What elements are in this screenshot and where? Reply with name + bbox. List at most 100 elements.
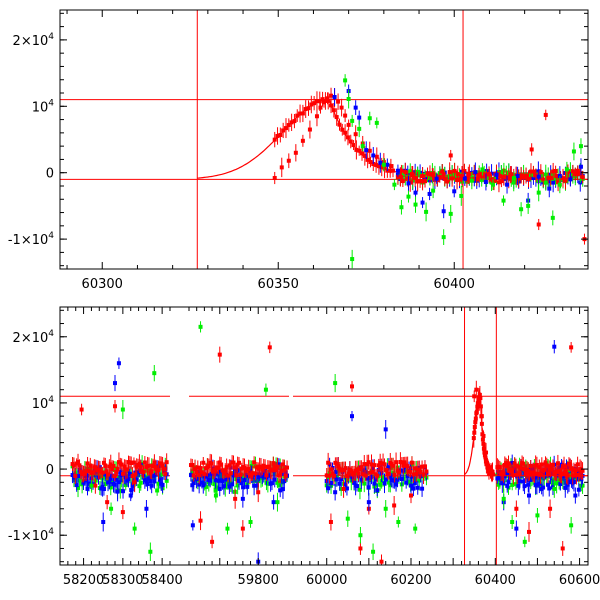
data-point [278, 471, 283, 476]
data-point [561, 176, 566, 181]
data-point [506, 176, 511, 181]
data-point [104, 469, 109, 474]
data-point [495, 476, 500, 481]
data-point [480, 167, 485, 172]
data-point [420, 174, 425, 179]
data-point [368, 160, 373, 165]
data-point [285, 465, 290, 470]
data-point [459, 193, 464, 198]
data-point [395, 168, 400, 173]
data-point [365, 157, 370, 162]
data-point [415, 485, 420, 490]
data-point [513, 463, 518, 468]
data-point [580, 468, 585, 473]
data-point [571, 149, 576, 154]
data-point [151, 464, 156, 469]
data-point [474, 177, 479, 182]
data-point [510, 520, 515, 524]
data-point [240, 526, 245, 531]
data-point [473, 170, 478, 175]
data-point [527, 529, 531, 534]
data-point [326, 460, 331, 465]
data-point [563, 485, 568, 490]
data-point [333, 469, 338, 474]
data-point [332, 94, 337, 99]
data-point [93, 465, 98, 470]
data-point [164, 460, 169, 465]
data-point [551, 180, 556, 185]
data-point [505, 483, 510, 488]
data-point [81, 480, 86, 485]
data-point [357, 148, 362, 153]
data-point [334, 115, 339, 120]
data-point [358, 546, 363, 551]
data-point [471, 436, 476, 441]
data-point [289, 120, 294, 125]
data-point [261, 471, 266, 476]
data-point [505, 182, 510, 187]
data-point [573, 468, 578, 473]
data-point [101, 460, 106, 465]
data-point [501, 496, 506, 501]
data-point [118, 470, 123, 475]
data-point [85, 473, 90, 478]
data-point [492, 179, 497, 184]
data-point [223, 477, 228, 482]
data-point [542, 467, 547, 472]
data-point [553, 472, 558, 477]
data-point [382, 166, 387, 171]
data-point [570, 169, 575, 174]
data-point [134, 477, 139, 482]
data-point [351, 143, 356, 148]
data-point [420, 200, 425, 205]
data-point [549, 467, 554, 472]
data-point [146, 463, 151, 468]
data-point [333, 490, 338, 495]
data-point [197, 473, 202, 478]
data-point [563, 178, 568, 183]
data-point [350, 384, 354, 389]
data-point [339, 486, 344, 491]
data-point [272, 137, 277, 142]
data-point [399, 205, 404, 210]
data-point [217, 352, 222, 357]
data-point [295, 113, 300, 118]
data-point [369, 474, 374, 479]
data-point [217, 460, 222, 465]
data-point [237, 478, 241, 483]
data-point [350, 414, 354, 419]
data-point [580, 175, 585, 180]
data-point [271, 500, 276, 505]
data-point [360, 144, 365, 149]
data-point [524, 173, 529, 178]
data-point [391, 463, 396, 468]
data-point [271, 461, 276, 466]
data-point [204, 484, 209, 489]
data-point [515, 174, 520, 179]
data-point [484, 461, 489, 466]
data-point [253, 471, 258, 476]
data-point [538, 484, 543, 489]
data-point [331, 108, 336, 113]
data-point [375, 488, 380, 493]
data-point [554, 174, 559, 179]
data-point [538, 472, 543, 477]
data-point [501, 198, 506, 203]
x-tick-label: 60000 [306, 573, 347, 588]
data-point [242, 478, 247, 483]
data-point [190, 462, 195, 467]
data-point [491, 472, 496, 477]
data-point [286, 123, 291, 128]
data-point [441, 209, 446, 214]
data-point [101, 487, 106, 492]
data-point [424, 469, 429, 474]
data-point [525, 467, 530, 472]
data-point [107, 479, 112, 484]
data-point [539, 486, 544, 491]
data-point [536, 471, 541, 476]
data-point [536, 222, 541, 227]
data-point [448, 211, 453, 216]
data-point [394, 482, 399, 487]
data-point [450, 176, 455, 181]
data-point [137, 484, 142, 489]
